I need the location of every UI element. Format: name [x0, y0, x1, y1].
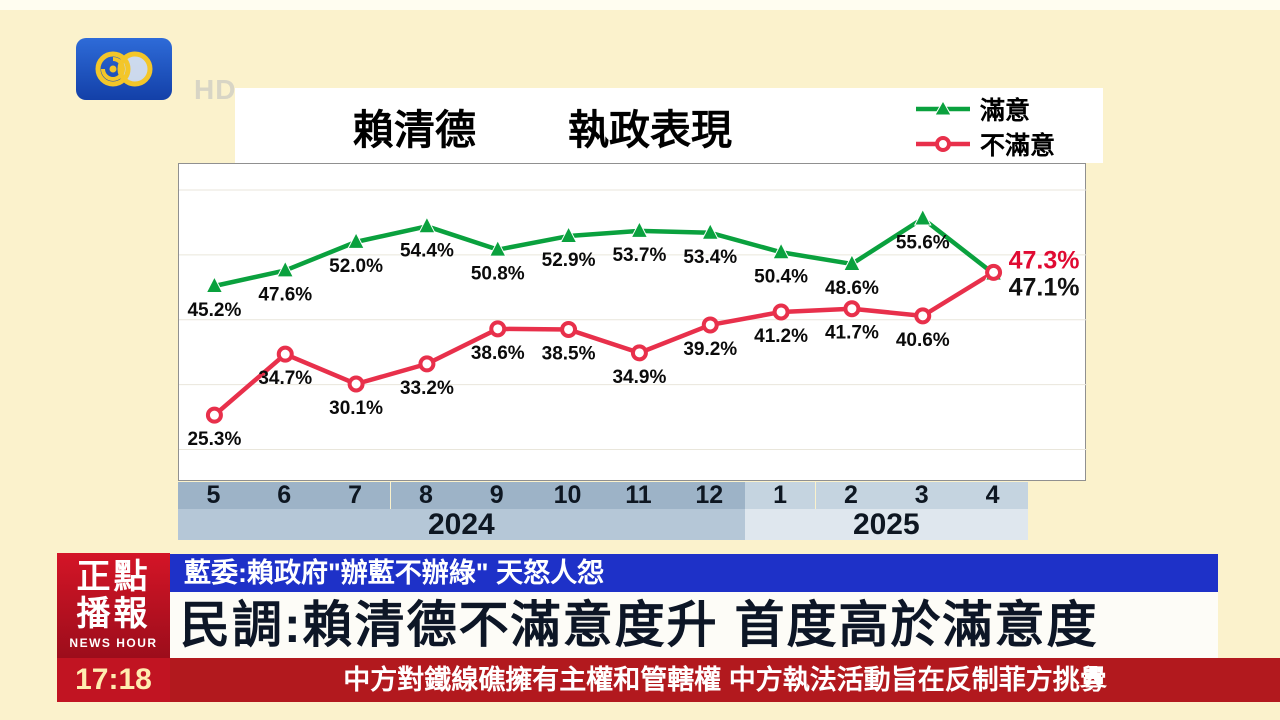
ticker-bar: 中方對鐵線礁擁有主權和管轄權 中方執法活動旨在反制菲方挑釁 — [170, 658, 1280, 702]
month-label: 8 — [390, 482, 462, 509]
x-axis-years: 2024 2025 — [178, 509, 1028, 540]
triangle-marker — [418, 216, 436, 234]
data-label: 53.7% — [612, 245, 666, 266]
triangle-marker — [347, 231, 365, 249]
circle-marker — [985, 263, 1003, 281]
circle-marker — [560, 320, 578, 338]
data-label: 52.0% — [329, 256, 383, 277]
triangle-marker — [701, 222, 720, 240]
end-value-label: 47.1% — [1009, 273, 1080, 301]
circle-marker — [205, 406, 223, 424]
data-label: 41.2% — [754, 326, 808, 347]
legend-label: 不滿意 — [979, 131, 1055, 160]
month-label: 5 — [178, 482, 249, 509]
month-label: 11 — [603, 482, 674, 509]
chart-legend: 滿意 不滿意 — [914, 92, 1055, 160]
phoenix-tv-logo — [76, 38, 172, 105]
month-label: 4 — [957, 482, 1028, 509]
circle-marker — [630, 344, 648, 362]
year-label: 2024 — [178, 509, 745, 540]
data-label: 41.7% — [825, 323, 879, 344]
data-label: 52.9% — [542, 250, 596, 271]
year-label: 2025 — [744, 509, 1028, 540]
data-label: 50.8% — [471, 264, 525, 285]
data-label: 47.6% — [258, 284, 312, 305]
line-chart-plot: 45.2% 47.6% 52.0% 54.4% 50.8% 52.9% 53.7% 53.4%… — [178, 163, 1087, 481]
chart-title-area: 賴清德 執政表現 滿意不滿意 — [235, 88, 1103, 163]
data-label: 48.6% — [825, 278, 879, 299]
circle-marker — [276, 345, 294, 363]
legend-item: 不滿意 — [914, 127, 1055, 160]
series-line-不滿意 — [212, 270, 996, 418]
circle-marker — [418, 355, 436, 373]
triangle-marker — [276, 260, 295, 278]
circle-marker — [489, 320, 507, 338]
circle-marker — [843, 300, 861, 318]
clock: 17:18 — [57, 658, 170, 702]
triangle-marker — [488, 239, 507, 257]
data-label: 34.9% — [612, 367, 666, 388]
triangle-marker — [559, 225, 578, 244]
end-value-label: 47.3% — [1009, 246, 1080, 274]
data-label: 38.6% — [471, 343, 525, 364]
headline-bar: 民調:賴清德不滿意度升 首度高於滿意度 — [170, 592, 1218, 658]
month-label: 6 — [248, 482, 320, 509]
data-label: 54.4% — [400, 240, 454, 261]
circle-legend-icon — [915, 135, 970, 152]
month-label: 10 — [532, 482, 603, 509]
chart-title-right: 執政表現 — [568, 106, 732, 153]
circle-marker — [701, 316, 719, 334]
strap-bar: 藍委:賴政府"辦藍不辦綠" 天怒人怨 — [170, 554, 1218, 592]
series-line-滿意 — [212, 216, 996, 289]
data-label: 38.5% — [542, 343, 596, 364]
triangle-marker — [843, 253, 861, 271]
circle-marker — [347, 375, 365, 393]
hd-badge: HD — [194, 74, 237, 105]
data-label: 53.4% — [683, 247, 737, 268]
line-chart-svg: 45.2% 47.6% 52.0% 54.4% 50.8% 52.9% 53.7% 53.4%… — [179, 189, 1087, 450]
triangle-marker — [205, 275, 224, 294]
data-label: 39.2% — [683, 339, 737, 360]
month-label: 2 — [815, 482, 887, 509]
circle-marker — [772, 303, 790, 321]
data-label: 33.2% — [400, 378, 454, 399]
program-box: 正點 播報 NEWS HOUR — [57, 553, 170, 658]
triangle-marker — [772, 242, 790, 260]
program-title-line1: 正點 — [76, 558, 151, 596]
triangle-marker — [630, 220, 649, 238]
data-label: 34.7% — [258, 368, 312, 389]
chart-title-left: 賴清德 — [353, 106, 476, 153]
data-label: 30.1% — [329, 398, 383, 419]
program-title-line2: 播報 — [76, 595, 151, 633]
data-label: 25.3% — [187, 429, 241, 450]
month-label: 1 — [744, 482, 816, 509]
legend-label: 滿意 — [979, 96, 1030, 125]
triangle-legend-icon — [915, 99, 970, 115]
data-label: 55.6% — [896, 233, 950, 254]
news-hour-label: NEWS HOUR — [69, 636, 158, 650]
month-label: 7 — [319, 482, 391, 509]
x-axis-months: 5 6 7 8 9 10 11 12 1 2 3 4 — [178, 482, 1028, 509]
legend-item: 滿意 — [914, 92, 1055, 125]
triangle-marker — [913, 208, 932, 226]
month-label: 3 — [886, 482, 958, 509]
data-label: 50.4% — [754, 266, 808, 287]
top-strip — [0, 0, 1280, 10]
month-label: 9 — [461, 482, 533, 509]
data-label: 45.2% — [187, 300, 241, 321]
month-label: 12 — [673, 482, 745, 509]
circle-marker — [914, 307, 932, 325]
data-label: 40.6% — [896, 330, 950, 351]
